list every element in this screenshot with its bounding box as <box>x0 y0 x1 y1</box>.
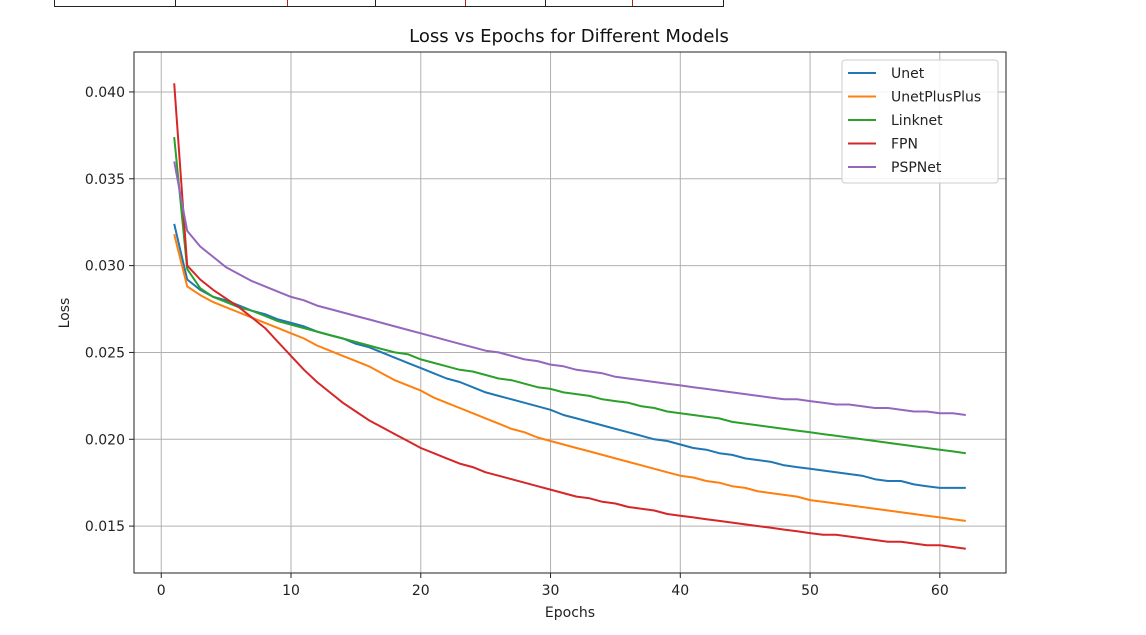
y-tick-label: 0.040 <box>85 85 125 101</box>
x-tick-label: 40 <box>671 583 689 599</box>
legend: Unet UnetPlusPlus Linknet FPN PSPNet <box>841 59 999 184</box>
series-line-fpn <box>173 83 966 550</box>
plot-frame <box>133 51 1007 574</box>
table-cell-divider <box>175 0 176 6</box>
y-tick-label: 0.015 <box>85 519 125 535</box>
series-lines <box>173 83 966 550</box>
x-tick-label: 30 <box>542 583 560 599</box>
x-tick-label: 60 <box>931 583 949 599</box>
y-tick-label: 0.025 <box>85 345 125 361</box>
x-tick-label: 20 <box>412 583 430 599</box>
series-line-linknet <box>173 137 966 455</box>
series-line-unet <box>173 223 966 489</box>
y-tick-label: 0.030 <box>85 259 125 275</box>
table-cell-divider <box>632 0 633 6</box>
legend-label: Unet <box>891 66 925 82</box>
y-axis-ticks: 0.015 0.020 0.025 0.030 0.035 0.040 <box>85 85 134 535</box>
x-tick-label: 50 <box>801 583 819 599</box>
legend-box <box>841 59 999 184</box>
y-axis-label: Loss <box>57 298 73 329</box>
x-tick-label: 0 <box>157 583 166 599</box>
table-cell-divider <box>375 0 376 6</box>
table-cell-divider <box>465 0 466 6</box>
legend-label: FPN <box>891 137 918 153</box>
top-table-strip <box>54 0 724 7</box>
legend-label: PSPNet <box>891 160 942 176</box>
table-cell-divider <box>287 0 288 6</box>
x-tick-label: 10 <box>282 583 300 599</box>
chart-title: Loss vs Epochs for Different Models <box>409 26 729 47</box>
x-axis-label: Epochs <box>545 605 595 621</box>
grid-lines <box>134 52 1006 573</box>
legend-label: Linknet <box>891 113 943 129</box>
x-axis-ticks: 0 10 20 30 40 50 60 <box>157 573 949 599</box>
legend-label: UnetPlusPlus <box>891 90 981 106</box>
y-tick-label: 0.035 <box>85 172 125 188</box>
series-line-unetplusplus <box>173 234 966 522</box>
table-cell-divider <box>545 0 546 6</box>
series-line-pspnet <box>173 161 966 416</box>
y-tick-label: 0.020 <box>85 432 125 448</box>
